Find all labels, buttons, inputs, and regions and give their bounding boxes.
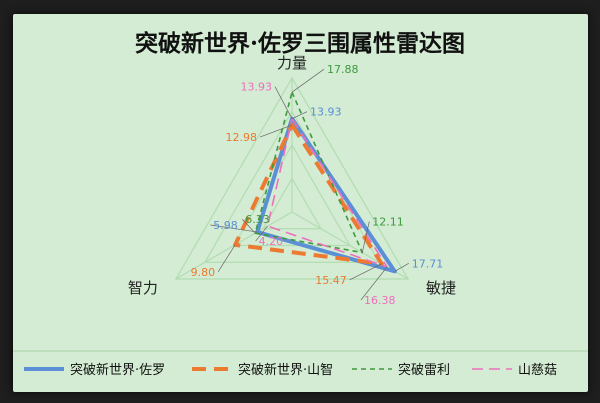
data-label: 6.33 — [245, 213, 270, 226]
data-label: 5.98 — [213, 219, 238, 232]
legend-label: 山慈菇 — [518, 363, 557, 378]
leader-line — [274, 86, 293, 119]
series-line — [233, 123, 384, 266]
legend-label: 突破雷利 — [398, 362, 450, 378]
axis-label: 力量 — [277, 54, 307, 72]
data-label: 9.80 — [191, 266, 216, 279]
leader-line — [217, 244, 236, 273]
data-label: 4.20 — [259, 235, 284, 248]
data-label: 12.98 — [226, 131, 258, 144]
leader-line — [361, 221, 370, 253]
data-label: 15.47 — [315, 274, 347, 287]
data-label: 17.71 — [412, 257, 444, 270]
grid-ring — [261, 177, 323, 230]
leader-line — [360, 266, 388, 301]
series-layer — [233, 91, 397, 274]
leader-line — [255, 225, 268, 242]
legend-label: 突破新世界·山智 — [238, 362, 333, 378]
data-label: 17.88 — [327, 63, 359, 76]
series-line — [255, 116, 397, 274]
leader-line — [210, 224, 258, 233]
leader-line — [291, 68, 325, 93]
data-label: 13.93 — [310, 106, 342, 119]
leader-line — [394, 263, 409, 272]
series-line — [266, 117, 388, 268]
leader-line — [291, 111, 308, 119]
data-label: 16.38 — [364, 294, 396, 307]
data-label: 12.11 — [372, 216, 404, 229]
grid-ring — [232, 143, 352, 247]
leader-line — [349, 263, 382, 281]
axis-label: 敏捷 — [426, 279, 456, 297]
chart-background — [13, 14, 588, 392]
leader-line — [259, 124, 293, 138]
data-label: 13.93 — [241, 81, 273, 94]
grid-ring — [174, 76, 410, 280]
series-line — [254, 91, 364, 254]
leader-line — [242, 218, 256, 234]
axis-label: 智力 — [128, 279, 158, 297]
legend: 突破新世界·佐罗 突破新世界·山智 突破雷利 山慈菇 — [13, 350, 588, 378]
data-labels: 13.93 17.71 5.98 12.98 15.47 9.80 17.88 12.11 6.… — [191, 63, 444, 307]
chart-title: 突破新世界·佐罗三围属性雷达图 — [135, 30, 465, 57]
legend-label: 突破新世界·佐罗 — [70, 362, 165, 378]
